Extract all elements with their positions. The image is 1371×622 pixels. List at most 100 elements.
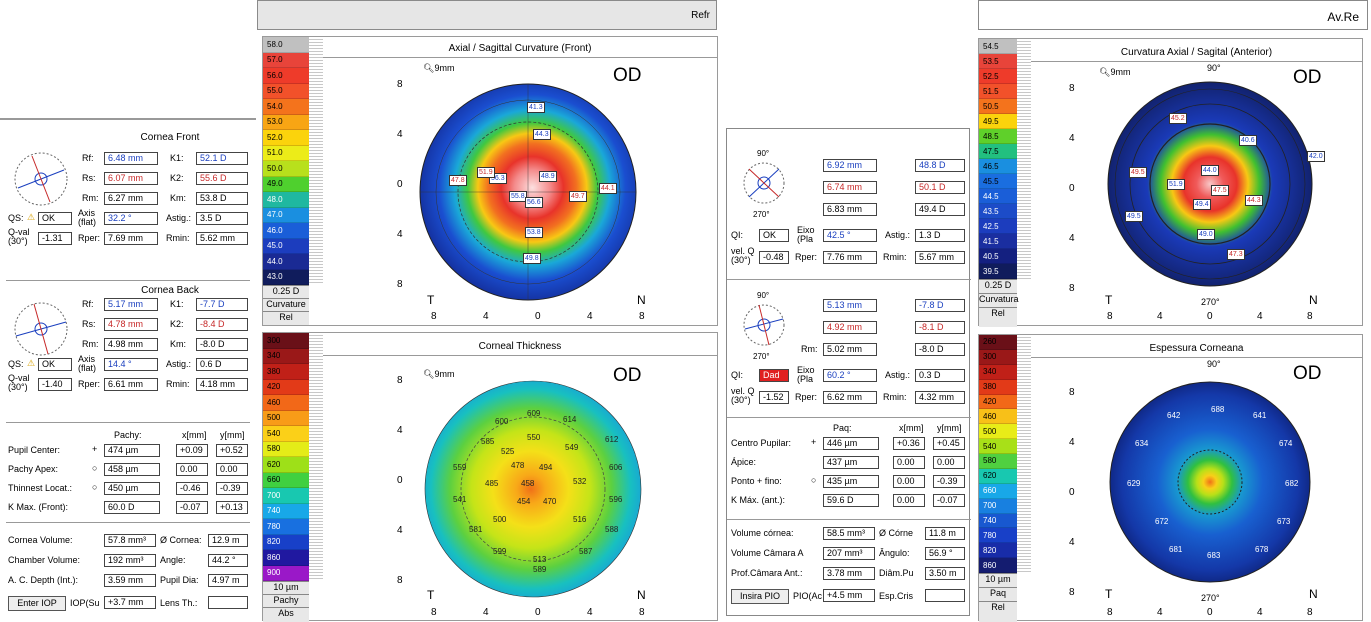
left-curvature-value-label: 53.8 xyxy=(525,227,543,238)
right-pachy-row-symbol: ○ xyxy=(811,475,817,485)
right-front-rs-value: 6.74 mm xyxy=(823,181,877,194)
right-curvature-value-label: 49.4 xyxy=(1193,199,1211,210)
right-thickness-map[interactable] xyxy=(1097,369,1323,595)
right-volume-pd-value: 3.50 m xyxy=(925,567,965,580)
left-thickness-step: 10 µm xyxy=(263,581,309,594)
left-back-rper-label: Rper: xyxy=(78,379,101,389)
right-front-rf-value: 6.92 mm xyxy=(823,159,877,172)
left-thickness-t: T xyxy=(427,588,435,602)
right-data-panel: 90° 270° 6.92 mm 48.8 D 6.74 mm 50.1 D 6.83 m… xyxy=(726,128,971,616)
left-thickness-unit[interactable]: Pachy xyxy=(263,594,309,607)
right-back-astig-value: 0.3 D xyxy=(915,369,965,382)
left-pachy-row-x: 0.00 xyxy=(176,463,208,476)
left-curvature-scale-swatch: 51.0 xyxy=(263,145,309,161)
right-volume-enter-iop-button[interactable]: Insira PIO xyxy=(731,589,789,604)
right-volume-iop-value[interactable]: +4.5 mm xyxy=(823,589,875,602)
right-thickness-scale-swatch: 260 xyxy=(979,335,1017,350)
right-thickness-value-label: 642 xyxy=(1167,411,1181,420)
right-thickness-scale-swatch: 380 xyxy=(979,379,1017,395)
left-thickness-y-tick: 8 xyxy=(397,575,403,586)
left-curvature-value-label: 56.6 xyxy=(525,197,543,208)
left-thickness-panel[interactable]: 300 340 380 420 460 500 540 580 620 660 700 740 780 8… xyxy=(262,332,718,622)
left-curvature-scale-swatch: 53.0 xyxy=(263,114,309,130)
left-pachy-row-symbol: ○ xyxy=(92,463,98,473)
right-front-rmin-label: Rmin: xyxy=(883,252,907,262)
right-pachy-row-x: 0.00 xyxy=(893,494,925,507)
left-curvature-scale: 58.0 57.0 56.0 55.0 54.0 53.0 52.0 51.0 50.0 49.0… xyxy=(263,37,323,325)
left-front-rm-value: 6.27 mm xyxy=(104,192,158,205)
right-thickness-unit[interactable]: Paq xyxy=(979,587,1017,601)
right-back-rm-label: Rm: xyxy=(801,344,818,354)
right-front-astig-value: 1.3 D xyxy=(915,229,965,242)
left-thickness-scale-swatch: 620 xyxy=(263,457,309,473)
left-volume-enter-iop-button[interactable]: Enter IOP xyxy=(8,596,66,611)
right-thickness-y-tick: 4 xyxy=(1069,537,1075,548)
right-curvature-x-tick: 4 xyxy=(1157,311,1163,322)
left-thickness-rel[interactable]: Abs xyxy=(263,607,309,622)
right-curvature-value-label: 49.5 xyxy=(1125,211,1143,222)
right-curvature-zoom-icon[interactable]: 🔍︎9mm xyxy=(1099,67,1131,77)
left-back-rs-label: Rs: xyxy=(82,319,96,329)
right-back-qs-value: Dad xyxy=(759,369,789,382)
left-curvature-y-tick: 8 xyxy=(397,79,403,90)
right-pachy-row-value: 435 µm xyxy=(823,475,879,488)
left-back-k2-value: -8.4 D xyxy=(196,318,248,331)
right-curvature-map[interactable] xyxy=(1095,69,1325,299)
left-pachy-row-value: 458 µm xyxy=(104,463,160,476)
left-thickness-value-label: 596 xyxy=(609,495,623,504)
right-back-axis-value: 60.2 ° xyxy=(823,369,877,382)
left-thickness-value-label: 516 xyxy=(573,515,587,524)
left-thickness-value-label: 549 xyxy=(565,443,579,452)
left-thickness-value-label: 614 xyxy=(563,415,577,424)
left-volume-cv-label: Cornea Volume: xyxy=(8,535,73,545)
left-back-rm-value: 4.98 mm xyxy=(104,338,158,351)
left-front-rf-label: Rf: xyxy=(82,153,94,163)
left-header-bar: Refr xyxy=(257,0,717,30)
left-curvature-zoom-icon[interactable]: 🔍︎9mm xyxy=(423,63,455,73)
right-curvature-unit[interactable]: Curvatura xyxy=(979,293,1019,307)
right-curvature-step: 0.25 D xyxy=(979,279,1017,293)
left-curvature-rel[interactable]: Rel xyxy=(263,311,309,325)
left-thickness-scale-swatch: 580 xyxy=(263,441,309,457)
left-front-k1-label: K1: xyxy=(170,153,184,163)
left-volume-lens-value[interactable] xyxy=(208,596,248,609)
left-pachy-row-label: Pachy Apex: xyxy=(8,464,59,474)
right-curvature-x-tick: 0 xyxy=(1207,311,1213,322)
left-curvature-map[interactable] xyxy=(403,67,653,317)
right-curvature-panel[interactable]: 54.5 53.5 52.5 51.5 50.5 49.5 48.5 47.5 46.5 45.5… xyxy=(978,38,1363,327)
right-front-qval-label: vel. Q (30°) xyxy=(731,246,755,265)
right-thickness-value-label: 672 xyxy=(1155,517,1169,526)
left-back-axis-label: Axis (flat) xyxy=(78,354,96,373)
left-back-rf-label: Rf: xyxy=(82,299,94,309)
right-thickness-panel[interactable]: 260 300 340 380 420 460 500 540 580 620 660 700 740 7… xyxy=(978,334,1363,622)
right-curvature-y-tick: 8 xyxy=(1069,283,1075,294)
left-front-km-value: 53.8 D xyxy=(196,192,248,205)
left-thickness-x-tick: 8 xyxy=(639,607,645,618)
left-front-rmin-label: Rmin: xyxy=(166,233,190,243)
left-front-qval-label: Q-val (30°) xyxy=(8,227,30,246)
left-thickness-title: Corneal Thickness xyxy=(478,341,562,352)
left-thickness-x-tick: 4 xyxy=(483,607,489,618)
right-curvature-rel[interactable]: Rel xyxy=(979,307,1017,327)
right-thickness-rel[interactable]: Rel xyxy=(979,601,1017,622)
right-curvature-y-tick: 8 xyxy=(1069,83,1075,94)
left-thickness-zoom-icon[interactable]: 🔍︎9mm xyxy=(423,369,455,379)
left-curvature-scale-swatch: 46.0 xyxy=(263,223,309,239)
right-volume-pd-label: Diâm.Pu xyxy=(879,568,914,578)
left-thickness-value-label: 600 xyxy=(495,417,509,426)
right-volume-lens-value[interactable] xyxy=(925,589,965,602)
left-pachy-row-label: Thinnest Locat.: xyxy=(8,483,73,493)
left-curvature-value-label: 44.3 xyxy=(533,129,551,140)
right-thickness-scale-swatch: 820 xyxy=(979,543,1017,559)
left-curvature-x-tick: 8 xyxy=(639,311,645,322)
right-back-qval-value: -1.52 xyxy=(759,391,789,404)
right-thickness-scale-swatch: 660 xyxy=(979,483,1017,499)
left-volume-iop-value[interactable]: +3.7 mm xyxy=(104,596,156,609)
left-front-rper-label: Rper: xyxy=(78,233,101,243)
left-curvature-panel[interactable]: 58.0 57.0 56.0 55.0 54.0 53.0 52.0 51.0 50.0 49.0… xyxy=(262,36,718,326)
left-curvature-unit[interactable]: Curvature xyxy=(263,298,309,311)
left-back-axis-value: 14.4 ° xyxy=(104,358,158,371)
left-thickness-map[interactable] xyxy=(411,367,655,611)
right-volume-chv-label: Volume Câmara A xyxy=(731,548,804,558)
left-thickness-value-label: 500 xyxy=(493,515,507,524)
